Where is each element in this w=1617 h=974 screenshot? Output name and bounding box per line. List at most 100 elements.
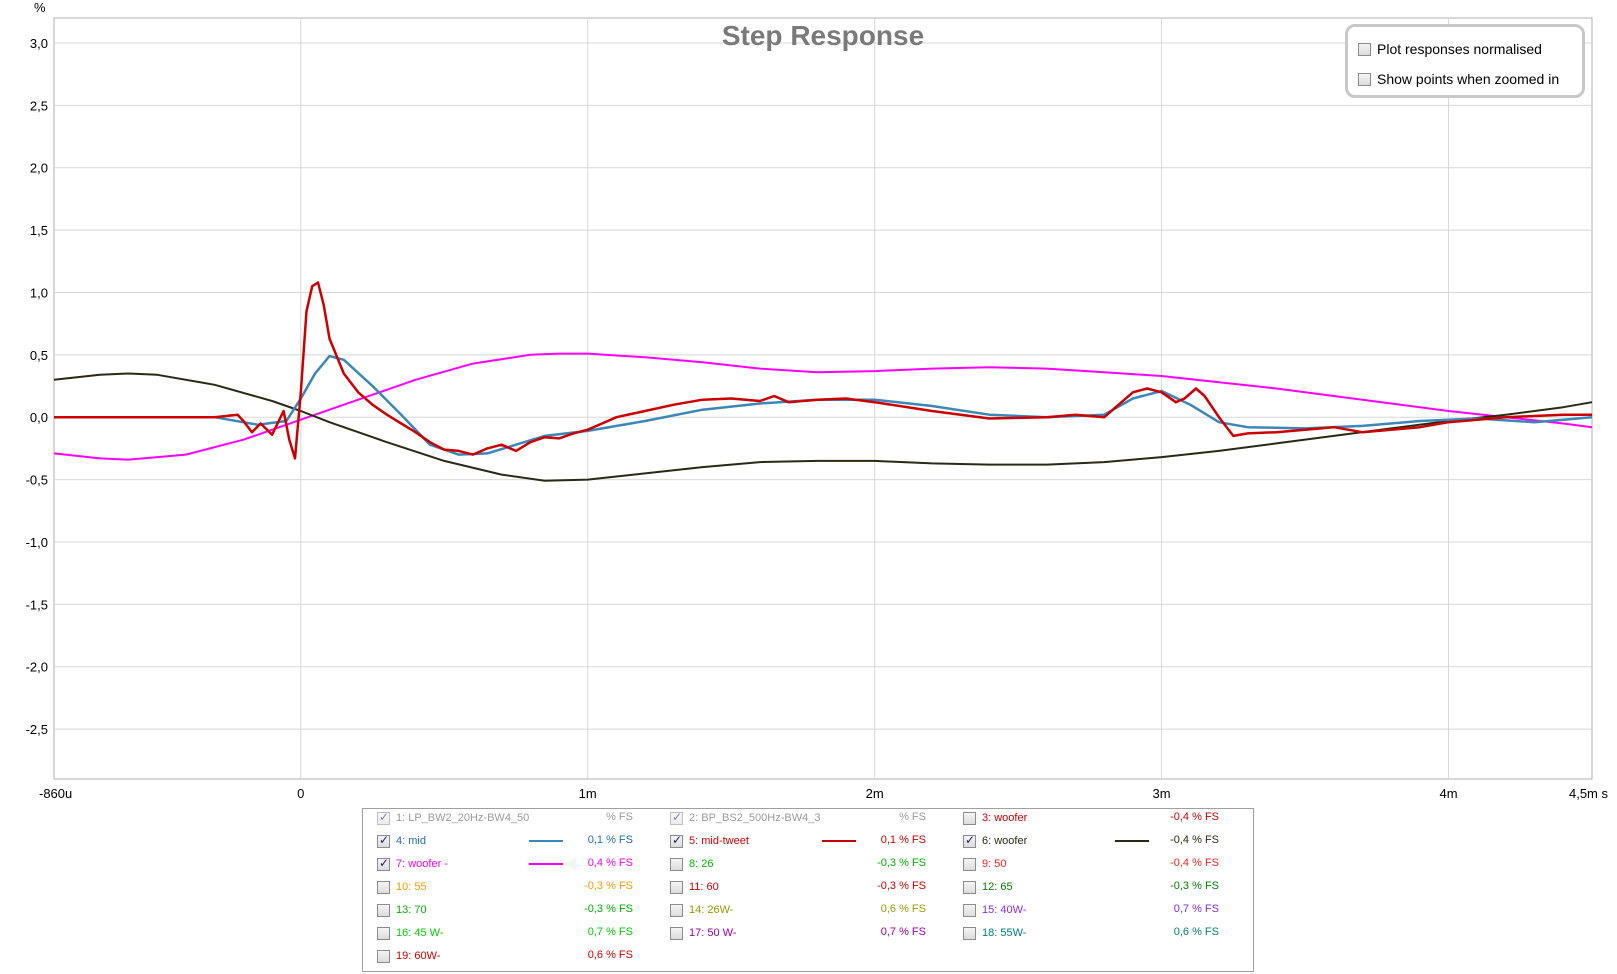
normalise-option[interactable]: Plot responses normalised <box>1358 39 1542 59</box>
legend-entry[interactable]: 4: mid <box>377 833 426 849</box>
legend-checkbox[interactable] <box>377 949 390 963</box>
legend-entry[interactable]: 13: 70 <box>377 902 427 918</box>
y-tick-label: 1,5 <box>30 223 48 238</box>
legend-value: -0,3 % FS <box>877 857 926 869</box>
legend-label: 12: 65 <box>982 881 1013 893</box>
legend-label: 7: woofer - <box>396 858 448 870</box>
legend-entry[interactable]: 8: 26 <box>670 856 713 872</box>
legend-checkbox[interactable] <box>377 880 390 894</box>
x-tick-label: 0 <box>297 786 304 801</box>
legend-label: 10: 55 <box>396 881 427 893</box>
x-tick-label: 4m <box>1439 786 1457 801</box>
step-response-chart: 3,0 2,5 2,0 1,5 1,0 0,5 0,0 -0,5 -1,0 -1,5 -2,0 -2,… <box>26 0 1609 801</box>
legend-checkbox[interactable] <box>670 880 683 894</box>
legend-checkbox[interactable] <box>670 903 683 917</box>
grid-lines <box>54 18 1592 779</box>
y-tick-label: -1,0 <box>26 535 48 550</box>
legend-checkbox[interactable] <box>963 811 976 825</box>
y-tick-label: 0,0 <box>30 410 48 425</box>
legend-entry[interactable]: 1: LP_BW2_20Hz-BW4_50 <box>377 810 529 826</box>
legend-entry[interactable]: 2: BP_BS2_500Hz-BW4_3 <box>670 810 820 826</box>
legend-label: 9: 50 <box>982 858 1007 870</box>
legend-entry[interactable]: 5: mid-tweet <box>670 833 749 849</box>
legend-value: 0,6 % FS <box>880 903 926 915</box>
legend-checkbox[interactable] <box>377 903 390 917</box>
legend-checkbox[interactable] <box>377 926 390 940</box>
y-tick-label: 2,0 <box>30 161 48 176</box>
legend-checkbox[interactable] <box>670 833 683 848</box>
legend-value: 0,1 % FS <box>587 834 633 846</box>
y-tick-label: 0,5 <box>30 348 48 363</box>
legend-entry[interactable]: 19: 60W- <box>377 948 440 964</box>
legend-label: 18: 55W- <box>982 927 1027 939</box>
series-line-6-woofer <box>53 372 1593 482</box>
normalise-checkbox[interactable] <box>1358 42 1371 56</box>
legend-line-swatch <box>529 840 563 842</box>
legend-entry[interactable]: 6: woofer <box>963 833 1027 849</box>
legend-label: 2: BP_BS2_500Hz-BW4_3 <box>689 812 821 824</box>
legend-checkbox[interactable] <box>963 833 976 848</box>
legend-label: 15: 40W- <box>982 904 1027 916</box>
legend-checkbox[interactable] <box>963 857 976 871</box>
y-tick-label: 3,0 <box>30 36 48 51</box>
legend-entry[interactable]: 7: woofer - <box>377 856 448 872</box>
y-tick-label: -0,5 <box>26 473 48 488</box>
legend-value: -0,3 % FS <box>877 880 926 892</box>
legend-value: 0,6 % FS <box>1173 926 1219 938</box>
legend-value: -0,4 % FS <box>1170 857 1219 869</box>
legend-entry[interactable]: 3: woofer <box>963 810 1027 826</box>
legend-label: 1: LP_BW2_20Hz-BW4_50 <box>396 812 530 824</box>
legend-value: -0,3 % FS <box>1170 880 1219 892</box>
legend-entry[interactable]: 10: 55 <box>377 879 427 895</box>
legend-value: % FS <box>606 811 633 823</box>
legend-value: -0,4 % FS <box>1170 811 1219 823</box>
legend-checkbox[interactable] <box>963 903 976 917</box>
legend-label: 4: mid <box>396 835 426 847</box>
legend-label: 3: woofer <box>982 812 1028 824</box>
legend-label: 16: 45 W- <box>396 927 444 939</box>
legend-checkbox[interactable] <box>377 856 390 871</box>
show-points-label: Show points when zoomed in <box>1377 71 1560 87</box>
y-tick-label: 1,0 <box>30 285 48 300</box>
legend-checkbox[interactable] <box>963 880 976 894</box>
legend-checkbox[interactable] <box>670 810 683 825</box>
legend-label: 14: 26W- <box>689 904 734 916</box>
series-line-5-mid-tweet <box>54 281 1592 460</box>
legend-checkbox[interactable] <box>670 926 683 940</box>
y-tick-label: -1,5 <box>26 597 48 612</box>
legend-checkbox[interactable] <box>963 926 976 940</box>
legend-entry[interactable]: 9: 50 <box>963 856 1006 872</box>
axis-ticks: 3,0 2,5 2,0 1,5 1,0 0,5 0,0 -0,5 -1,0 -1,5 -2,0 -2,… <box>26 36 1609 801</box>
legend-entry[interactable]: 14: 26W- <box>670 902 733 918</box>
legend-checkbox[interactable] <box>377 833 390 848</box>
legend-entry[interactable]: 18: 55W- <box>963 925 1026 941</box>
legend-value: -0,3 % FS <box>584 903 633 915</box>
legend-entry[interactable]: 11: 60 <box>670 879 719 895</box>
legend-value: -0,3 % FS <box>584 880 633 892</box>
legend-entry[interactable]: 16: 45 W- <box>377 925 444 941</box>
show-points-checkbox[interactable] <box>1358 72 1371 86</box>
legend-value: 0,4 % FS <box>587 857 633 869</box>
legend-label: 17: 50 W- <box>689 927 737 939</box>
x-tick-label: 4,5m s <box>1569 786 1609 801</box>
legend-value: 0,1 % FS <box>880 834 926 846</box>
show-points-option[interactable]: Show points when zoomed in <box>1358 69 1559 89</box>
legend-checkbox[interactable] <box>670 857 683 871</box>
chart-title: Step Response <box>722 20 924 51</box>
legend-entry[interactable]: 12: 65 <box>963 879 1013 895</box>
legend-label: 5: mid-tweet <box>689 835 749 847</box>
plot-options-panel: Plot responses normalised Show points wh… <box>1345 24 1585 98</box>
legend-value: 0,7 % FS <box>880 926 926 938</box>
legend-line-swatch <box>1115 840 1149 842</box>
series-line-4-mid <box>54 354 1593 456</box>
legend-label: 8: 26 <box>689 858 714 870</box>
y-tick-label: 2,5 <box>30 98 48 113</box>
legend-line-swatch <box>822 840 856 842</box>
legend-entry[interactable]: 17: 50 W- <box>670 925 737 941</box>
x-tick-label: 1m <box>579 786 597 801</box>
measurement-legend: 1: LP_BW2_20Hz-BW4_50 % FS 2: BP_BS2_500Hz… <box>362 808 1254 972</box>
normalise-label: Plot responses normalised <box>1377 41 1542 57</box>
legend-value: % FS <box>899 811 926 823</box>
legend-checkbox[interactable] <box>377 810 390 825</box>
legend-entry[interactable]: 15: 40W- <box>963 902 1026 918</box>
